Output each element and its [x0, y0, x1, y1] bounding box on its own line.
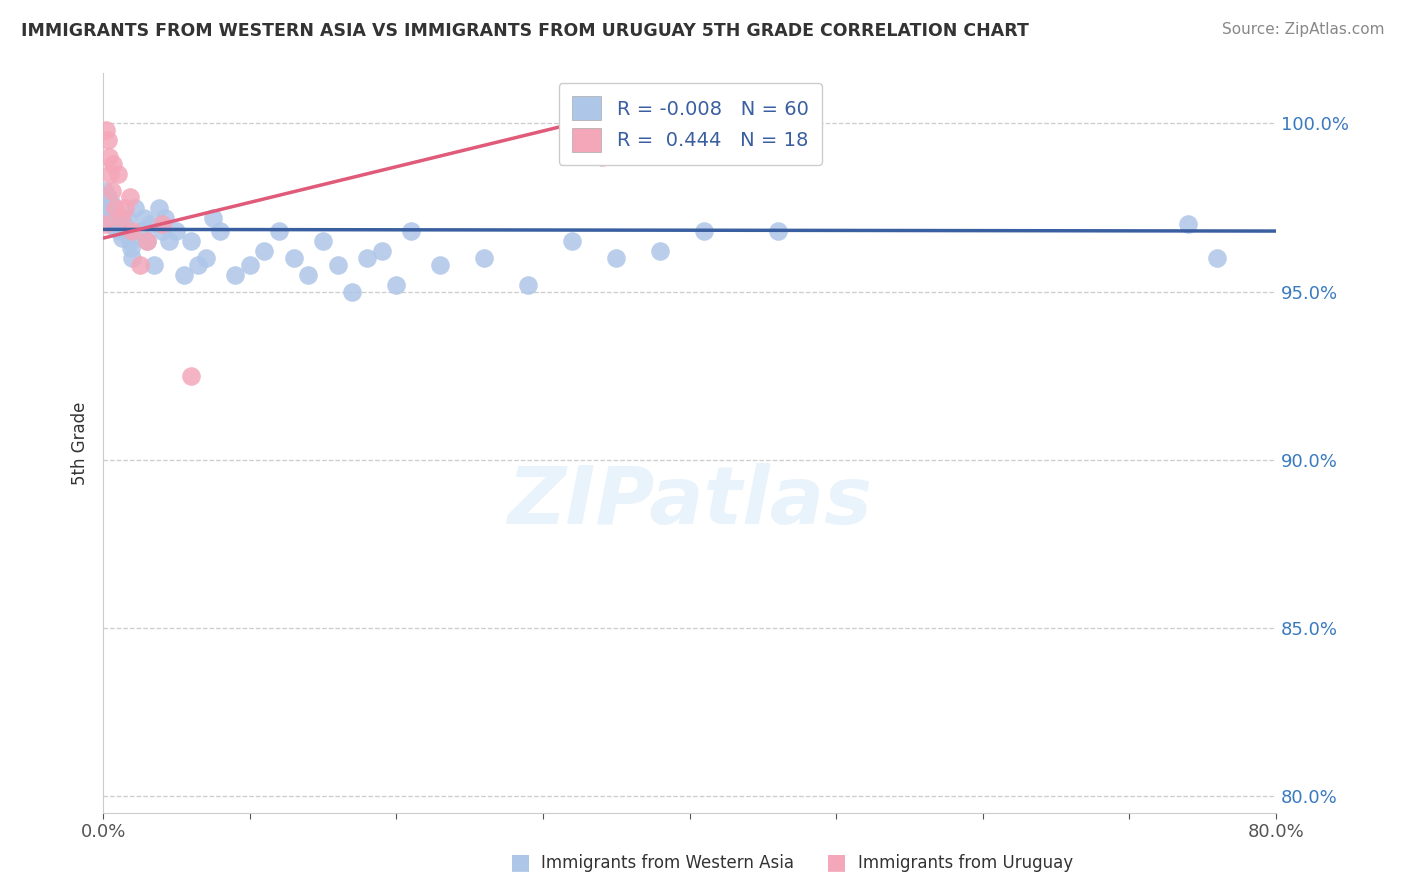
Point — [139, 217, 162, 231]
Point — [96, 133, 118, 147]
Point — [209, 224, 232, 238]
Point — [148, 201, 170, 215]
Text: Source: ZipAtlas.com: Source: ZipAtlas.com — [1222, 22, 1385, 37]
Point — [121, 224, 143, 238]
Point — [165, 224, 187, 238]
Point — [124, 201, 146, 215]
Point — [297, 268, 319, 282]
Point — [110, 211, 132, 225]
Text: ■: ■ — [827, 853, 846, 872]
Point — [370, 244, 392, 259]
Point — [112, 217, 135, 231]
Point — [150, 217, 173, 231]
Point — [118, 190, 141, 204]
Point — [93, 217, 115, 231]
Text: IMMIGRANTS FROM WESTERN ASIA VS IMMIGRANTS FROM URUGUAY 5TH GRADE CORRELATION CH: IMMIGRANTS FROM WESTERN ASIA VS IMMIGRAN… — [21, 22, 1029, 40]
Point — [104, 201, 127, 215]
Point — [107, 167, 129, 181]
Point — [1206, 251, 1229, 265]
Point — [111, 231, 134, 245]
Point — [224, 268, 246, 282]
Point — [429, 258, 451, 272]
Text: Immigrants from Western Asia: Immigrants from Western Asia — [541, 855, 794, 872]
Point — [100, 203, 122, 218]
Point — [117, 227, 139, 242]
Point — [93, 184, 115, 198]
Point — [239, 258, 262, 272]
Point — [103, 157, 125, 171]
Point — [517, 277, 540, 292]
Point — [110, 214, 132, 228]
Point — [115, 211, 138, 225]
Point — [105, 207, 128, 221]
Point — [173, 268, 195, 282]
Point — [385, 277, 408, 292]
Point — [650, 244, 672, 259]
Text: Immigrants from Uruguay: Immigrants from Uruguay — [858, 855, 1073, 872]
Point — [180, 368, 202, 383]
Point — [150, 224, 173, 238]
Point — [120, 241, 142, 255]
Point — [104, 220, 127, 235]
Point — [326, 258, 349, 272]
Point — [98, 150, 121, 164]
Point — [1177, 217, 1199, 231]
Point — [94, 123, 117, 137]
Point — [157, 234, 180, 248]
Y-axis label: 5th Grade: 5th Grade — [72, 401, 89, 484]
Point — [561, 234, 583, 248]
Point — [96, 190, 118, 204]
Point — [180, 234, 202, 248]
Point — [605, 251, 627, 265]
Point — [114, 224, 136, 238]
Text: ■: ■ — [510, 853, 530, 872]
Point — [472, 251, 495, 265]
Point — [591, 150, 613, 164]
Point — [693, 224, 716, 238]
Point — [194, 251, 217, 265]
Point — [356, 251, 378, 265]
Point — [108, 224, 131, 238]
Point — [134, 211, 156, 225]
Point — [267, 224, 290, 238]
Point — [103, 214, 125, 228]
Point — [107, 217, 129, 231]
Point — [202, 211, 225, 225]
Point — [399, 224, 422, 238]
Point — [100, 167, 122, 181]
Point — [136, 234, 159, 248]
Point — [342, 285, 364, 299]
Text: ZIPatlas: ZIPatlas — [508, 463, 872, 541]
Point — [283, 251, 305, 265]
Point — [128, 258, 150, 272]
Point — [114, 201, 136, 215]
Point — [187, 258, 209, 272]
Legend: R = -0.008   N = 60, R =  0.444   N = 18: R = -0.008 N = 60, R = 0.444 N = 18 — [558, 83, 823, 165]
Point — [101, 197, 124, 211]
Point — [118, 234, 141, 248]
Point — [312, 234, 335, 248]
Point — [128, 224, 150, 238]
Point — [98, 211, 121, 225]
Point — [101, 184, 124, 198]
Point — [253, 244, 276, 259]
Point — [153, 211, 176, 225]
Point — [766, 224, 789, 238]
Point — [121, 251, 143, 265]
Point — [136, 234, 159, 248]
Point — [143, 258, 166, 272]
Point — [94, 201, 117, 215]
